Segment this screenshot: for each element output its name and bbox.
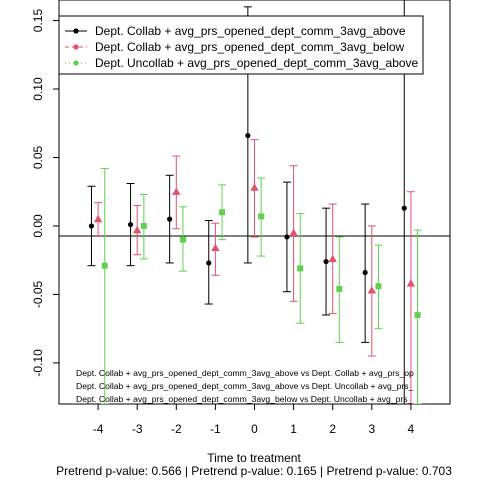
marker-square (375, 283, 382, 290)
annotation-line: Dept. Collab + avg_prs_opened_dept_comm_… (76, 368, 414, 378)
marker-triangle (211, 243, 220, 252)
series-3 (100, 167, 422, 404)
legend-marker (73, 44, 79, 50)
series-2 (93, 139, 416, 404)
y-tick-label: 0.05 (31, 145, 45, 169)
x-axis-label: Time to treatment (207, 451, 301, 465)
marker-circle (362, 269, 368, 276)
x-tick-label: 2 (329, 422, 336, 436)
marker-square (140, 222, 147, 229)
legend-item: Dept. Collab + avg_prs_opened_dept_comm_… (65, 24, 406, 38)
marker-triangle (172, 187, 181, 195)
marker-triangle (289, 228, 298, 236)
legend: Dept. Collab + avg_prs_opened_dept_comm_… (58, 15, 424, 75)
marker-circle (323, 258, 329, 265)
marker-square (179, 236, 186, 243)
marker-square (219, 209, 226, 216)
legend-marker (73, 60, 79, 66)
subtitle: Pretrend p-value: 0.566 | Pretrend p-val… (56, 464, 452, 478)
marker-triangle (250, 183, 259, 191)
x-tick-label: -1 (210, 422, 221, 436)
marker-circle (88, 223, 95, 229)
y-axis: -0.10 -0.05 0.00 0.05 0.10 0.15 (31, 9, 60, 377)
marker-circle (284, 234, 290, 240)
marker-square (258, 213, 265, 220)
y-tick-label: -0.10 (31, 349, 45, 377)
x-tick-label: 1 (290, 422, 297, 436)
x-tick-label: -2 (171, 422, 182, 436)
legend-label: Dept. Collab + avg_prs_opened_dept_comm_… (95, 24, 406, 38)
marker-triangle (133, 225, 142, 234)
marker-triangle (328, 254, 337, 262)
x-tick-label: 3 (368, 422, 375, 436)
annotation-line: Dept. Collab + avg_prs_opened_dept_comm_… (76, 381, 414, 391)
marker-triangle (406, 279, 416, 287)
marker-circle (127, 221, 134, 228)
marker-circle (245, 132, 251, 139)
legend-box (58, 15, 424, 75)
legend-label: Dept. Uncollab + avg_prs_opened_dept_com… (95, 56, 419, 70)
legend-label: Dept. Collab + avg_prs_opened_dept_comm_… (95, 40, 405, 54)
marker-circle (167, 216, 173, 222)
y-tick-label: 0.00 (31, 214, 45, 238)
pretrend-annotations: Dept. Collab + avg_prs_opened_dept_comm_… (76, 368, 414, 404)
marker-triangle (93, 214, 103, 223)
x-tick-label: 4 (408, 422, 415, 436)
x-tick-label: 0 (251, 422, 258, 436)
marker-circle (206, 260, 212, 266)
legend-item: Dept. Uncollab + avg_prs_opened_dept_com… (65, 56, 419, 70)
y-tick-label: -0.05 (31, 280, 45, 308)
x-tick-label: -3 (132, 422, 143, 436)
annotation-line: Dept. Collab + avg_prs_opened_dept_comm_… (76, 394, 413, 404)
marker-square (101, 262, 108, 269)
marker-square (297, 265, 304, 272)
marker-triangle (367, 286, 376, 294)
marker-circle (401, 205, 407, 211)
x-axis: -4 -3 -2 -1 0 1 2 3 4 (93, 403, 415, 436)
x-tick-label: -4 (93, 422, 104, 436)
marker-square (336, 285, 343, 292)
legend-marker (73, 28, 79, 34)
y-tick-label: 0.15 (31, 9, 45, 33)
y-tick-label: 0.10 (31, 77, 45, 101)
legend-item: Dept. Collab + avg_prs_opened_dept_comm_… (65, 40, 405, 54)
marker-square (414, 311, 421, 318)
